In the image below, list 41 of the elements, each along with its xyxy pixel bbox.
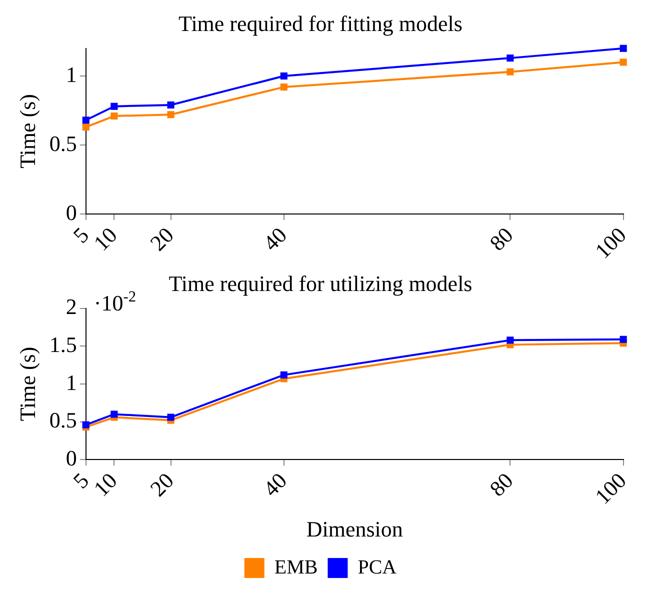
point [506,68,514,76]
point [280,84,288,91]
chart-title: Time required for fitting models [178,10,462,36]
chart-title: Time required for utilizing models [168,270,472,296]
y-tick-label: 1 [66,62,77,87]
y-tick-label: 0.5 [49,130,77,156]
y-tick-label: 1 [66,370,77,395]
legend-label: EMB [274,556,318,578]
point [620,58,627,66]
y-tick-label: 0.5 [49,408,77,433]
legend-label: PCA [358,556,398,578]
point [620,336,627,343]
point [110,112,118,120]
y-tick-label: 1.5 [49,332,77,357]
x-tick-label: 40 [258,222,292,256]
point [167,101,174,109]
x-tick-label: 100 [590,468,631,509]
y-axis-title: Time (s) [14,94,40,168]
x-tick-label: 80 [484,222,518,256]
x-tick-label: 40 [258,468,292,502]
y-tick-label: 2 [66,294,77,320]
point [167,111,174,118]
x-tick-label: 80 [484,468,518,502]
point [82,421,90,428]
x-tick-label: 20 [145,468,178,502]
y-axis-title: Time (s) [14,346,40,422]
point [280,72,288,80]
x-tick-label: 100 [590,222,631,264]
point [110,102,118,110]
point [110,410,118,418]
x-axis-title: Dimension [306,516,403,542]
point [167,414,174,421]
point [280,371,288,378]
y-tick-label: 0 [66,445,77,470]
point [82,116,90,124]
point [82,124,90,131]
x-tick-label: 20 [145,222,178,256]
point [620,44,627,52]
point [506,54,514,62]
point [506,336,514,344]
y-tick-label: 0 [66,200,77,225]
